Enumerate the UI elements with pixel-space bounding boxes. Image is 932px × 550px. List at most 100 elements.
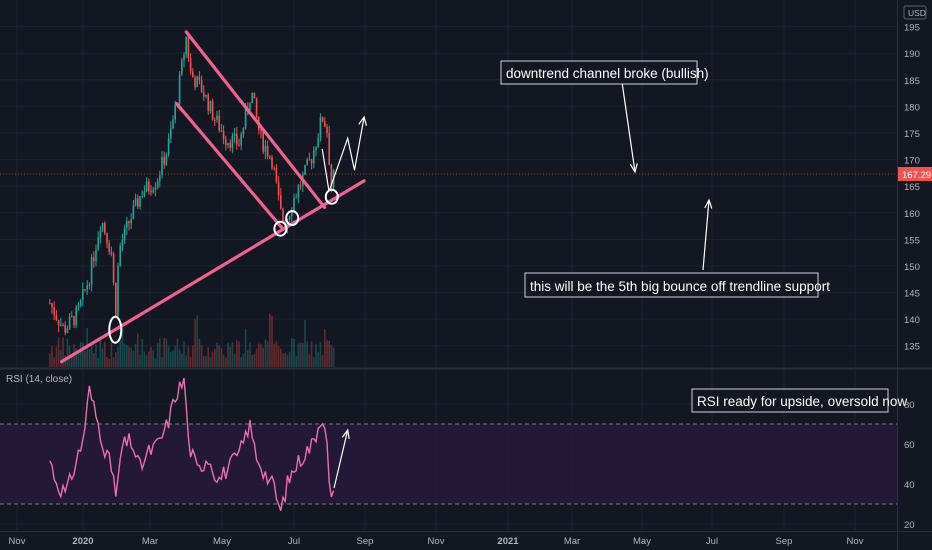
- volume-bar: [268, 313, 271, 367]
- candle: [114, 282, 117, 317]
- candle: [282, 208, 284, 221]
- candle: [161, 157, 163, 176]
- rsi-projection-arrow: [333, 429, 349, 489]
- rsi-tick-label: 40: [904, 480, 915, 491]
- candle: [172, 119, 174, 129]
- price-tick-label: 165: [904, 182, 920, 193]
- candle: [194, 77, 196, 88]
- volume-bar: [128, 346, 130, 367]
- volume-bar: [99, 340, 102, 367]
- volume-bar: [152, 350, 154, 367]
- candle: [297, 185, 300, 198]
- bounce-marker: [273, 220, 288, 237]
- candle: [224, 139, 227, 146]
- volume-bar: [119, 339, 121, 367]
- candle: [209, 101, 212, 112]
- annotation-channel: downtrend channel broke (bullish): [500, 60, 709, 85]
- candle: [139, 196, 141, 207]
- volume-bar: [136, 333, 139, 367]
- candle: [70, 316, 73, 318]
- time-tick-label: May: [213, 536, 231, 547]
- candle: [101, 222, 104, 231]
- candle: [200, 80, 203, 93]
- volume-bar: [112, 357, 115, 367]
- volume-bar: [240, 356, 242, 367]
- candle: [279, 195, 282, 209]
- candle: [240, 134, 242, 146]
- volume-bar: [81, 342, 84, 367]
- candle: [53, 307, 55, 316]
- volume-bar: [75, 348, 77, 367]
- volume-bar: [213, 348, 216, 367]
- volume-bar: [77, 353, 80, 367]
- candle: [180, 60, 183, 75]
- candle: [158, 175, 161, 181]
- annotation-bounce: this will be the 5th big bounce off tren…: [524, 272, 830, 298]
- candle: [220, 130, 223, 132]
- candle: [123, 227, 126, 241]
- candle: [312, 150, 315, 164]
- candle: [77, 305, 80, 308]
- volume-bar: [139, 354, 141, 367]
- annotation-arrow-channel: [621, 81, 636, 173]
- candle: [211, 101, 214, 120]
- candle: [150, 190, 152, 193]
- candle: [92, 257, 95, 262]
- candle: [218, 115, 220, 131]
- volume-bar: [110, 338, 113, 367]
- volume-bar: [211, 351, 214, 367]
- volume-bar: [165, 338, 168, 367]
- candle: [90, 257, 93, 285]
- volume-bar: [161, 357, 163, 367]
- volume-bar: [183, 341, 185, 367]
- candle: [73, 316, 75, 325]
- volume-bar: [295, 356, 297, 367]
- volume-bar: [330, 344, 333, 367]
- candle: [251, 92, 253, 104]
- candle: [48, 303, 51, 305]
- candle: [308, 159, 311, 161]
- annotation-bounce-box: [524, 272, 819, 298]
- candles: [48, 35, 335, 336]
- price-tick-label: 135: [904, 342, 920, 353]
- candle: [128, 221, 130, 224]
- volume-bar: [79, 342, 82, 367]
- volume-bar: [200, 345, 203, 367]
- annotation-rsi-box: [691, 388, 889, 413]
- volume-bar: [51, 346, 53, 367]
- volume-bar: [169, 351, 172, 367]
- candle: [198, 76, 201, 81]
- candle: [271, 157, 273, 168]
- volume-bar: [321, 355, 324, 367]
- volume-bar: [174, 345, 176, 367]
- candle: [323, 121, 326, 127]
- candle: [75, 307, 77, 325]
- volume-bar: [288, 351, 291, 367]
- candle: [130, 218, 132, 224]
- candle: [321, 117, 324, 122]
- candle: [59, 324, 62, 326]
- rsi-band: [0, 424, 897, 504]
- candle: [86, 285, 88, 290]
- rsi-tick-label: 20: [904, 520, 915, 531]
- candle: [64, 325, 66, 333]
- volume-bar: [328, 340, 330, 367]
- volume-bar: [209, 357, 212, 367]
- volume-bar: [238, 341, 240, 367]
- candle: [79, 300, 82, 306]
- candle: [147, 181, 150, 191]
- trendline-channel-top: [184, 30, 327, 210]
- time-tick-label: Mar: [142, 536, 158, 547]
- candle: [117, 265, 119, 317]
- volume-bar: [62, 337, 64, 367]
- time-tick-label: Nov: [428, 536, 445, 547]
- time-tick-label: Jul: [706, 536, 718, 547]
- candle: [97, 237, 99, 250]
- volume-bar: [306, 341, 308, 367]
- volume-bar: [95, 344, 97, 367]
- price-tick-label: 185: [904, 76, 920, 87]
- volume-bar: [108, 358, 110, 367]
- candle: [185, 36, 187, 55]
